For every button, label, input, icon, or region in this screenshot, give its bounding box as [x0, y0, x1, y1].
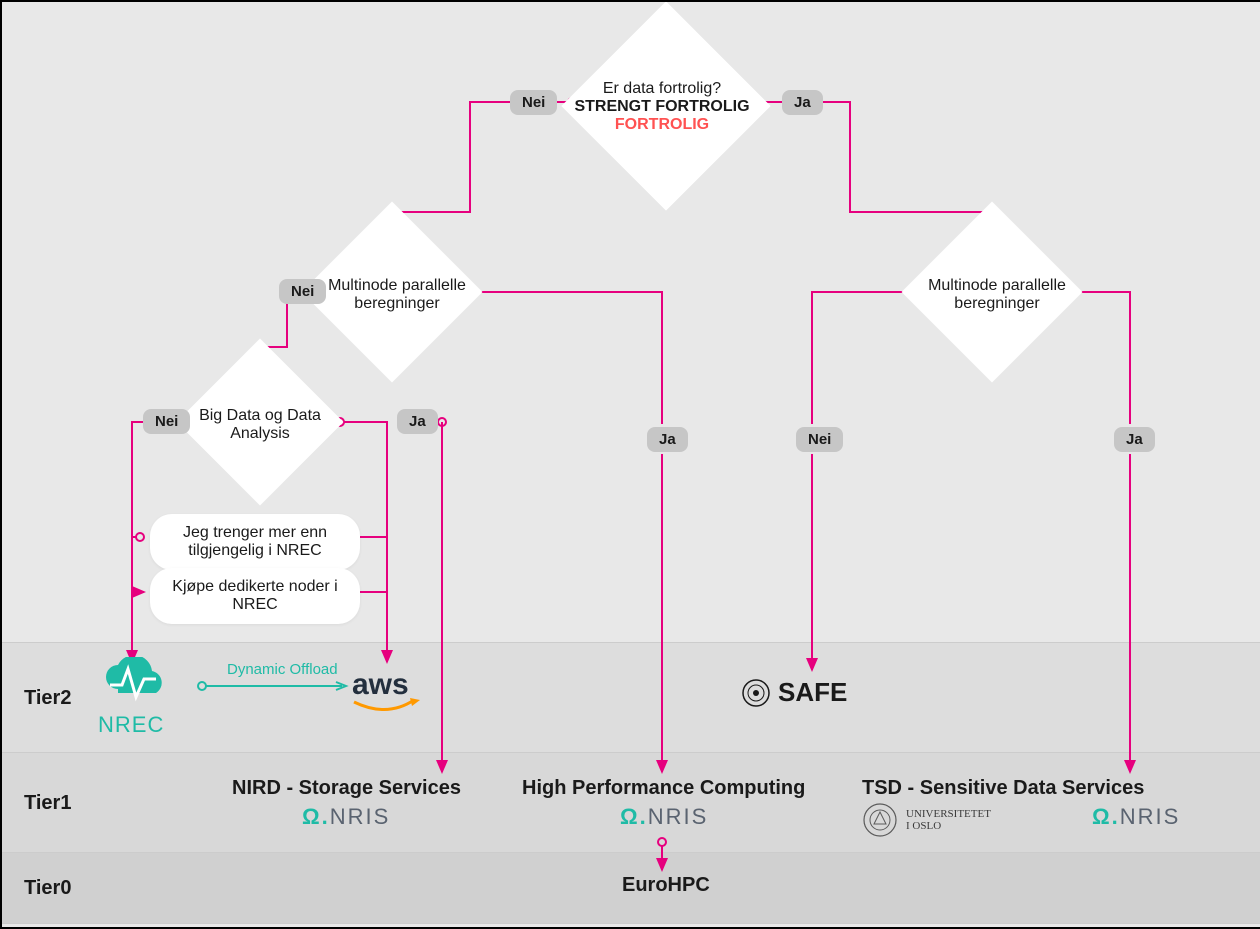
badge-top-nei: Nei — [510, 90, 557, 115]
eurohpc-label: EuroHPC — [622, 874, 710, 897]
tsd-title: TSD - Sensitive Data Services — [862, 777, 1144, 800]
hpc-title: High Performance Computing — [522, 777, 805, 800]
badge-left-multinode-ja: Ja — [647, 427, 688, 452]
decision-confidential-label: Er data fortrolig? STRENGT FORTROLIG FOR… — [562, 80, 762, 134]
aws-logo: aws — [352, 668, 422, 721]
uio-logo: UNIVERSITETETI OSLO — [862, 802, 991, 838]
dynamic-offload-label: Dynamic Offload — [227, 662, 338, 679]
decision-left-multinode-label: Multinode parallelle beregninger — [302, 277, 492, 313]
badge-left-multinode-nei: Nei — [279, 279, 326, 304]
line1: Er data fortrolig? — [562, 80, 762, 98]
nrec-logo — [98, 657, 178, 717]
nris-logo-2: Ω.NRIS — [620, 804, 708, 830]
badge-bigdata-nei: Nei — [143, 409, 190, 434]
nrec-text: NREC — [98, 712, 164, 738]
line2: STRENGT FORTROLIG — [562, 98, 762, 116]
flowchart-canvas: Tier2 Tier1 Tier0 — [0, 0, 1260, 929]
badge-bigdata-ja: Ja — [397, 409, 438, 434]
line3: FORTROLIG — [562, 116, 762, 134]
decision-bigdata-label: Big Data og Data Analysis — [185, 407, 335, 443]
badge-top-ja: Ja — [782, 90, 823, 115]
pill-need-more: Jeg trenger mer enn tilgjengelig i NREC — [150, 514, 360, 570]
uio-seal-icon — [862, 802, 898, 838]
tier0-label: Tier0 — [24, 877, 71, 900]
tier2-band — [2, 642, 1260, 754]
pill-buy-nodes: Kjøpe dedikerte noder i NREC — [150, 568, 360, 624]
safe-icon — [742, 679, 770, 707]
tier2-label: Tier2 — [24, 687, 71, 710]
nris-logo-3: Ω.NRIS — [1092, 804, 1180, 830]
safe-logo: SAFE — [742, 677, 847, 708]
decision-right-multinode-label: Multinode parallelle beregninger — [902, 277, 1092, 313]
tier1-band — [2, 752, 1260, 854]
badge-right-multinode-ja: Ja — [1114, 427, 1155, 452]
nird-title: NIRD - Storage Services — [232, 777, 461, 800]
nris-logo-1: Ω.NRIS — [302, 804, 390, 830]
badge-right-multinode-nei: Nei — [796, 427, 843, 452]
tier1-label: Tier1 — [24, 792, 71, 815]
